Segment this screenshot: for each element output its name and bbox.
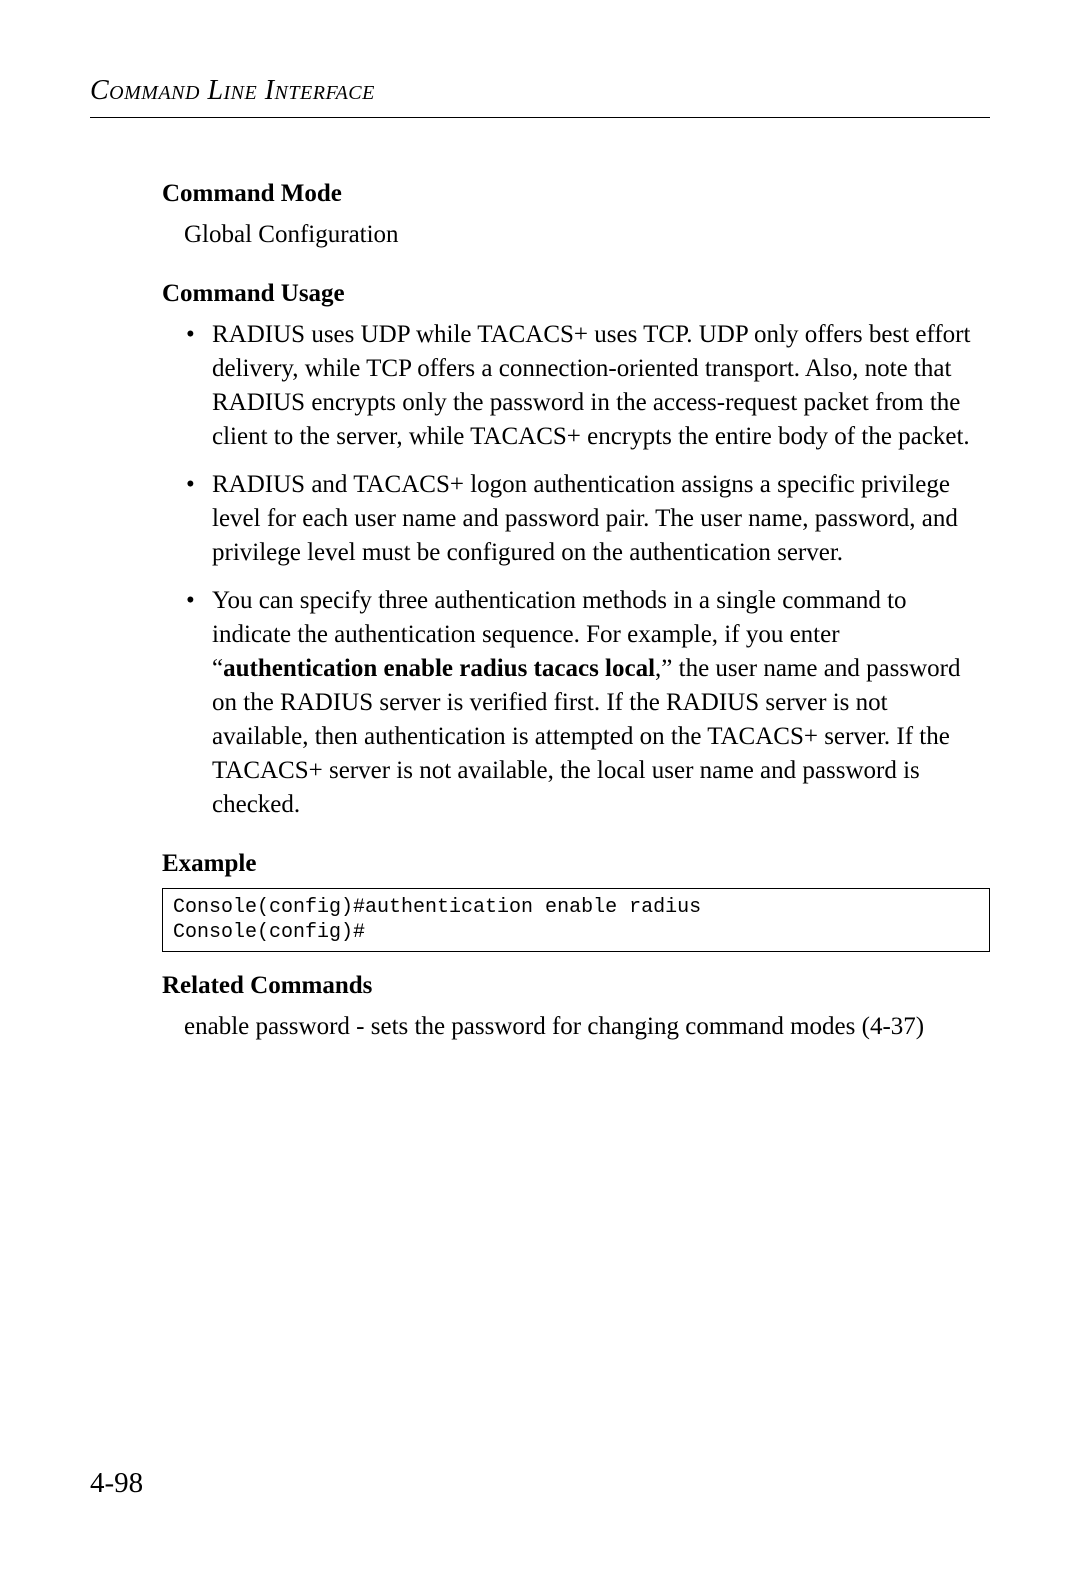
running-header: Command Line Interface xyxy=(90,75,990,107)
command-mode-body: Global Configuration xyxy=(184,218,990,252)
related-commands-heading: Related Commands xyxy=(162,972,990,1000)
page-content: Command Mode Global Configuration Comman… xyxy=(90,180,990,1044)
command-usage-list: RADIUS uses UDP while TACACS+ uses TCP. … xyxy=(162,318,990,822)
command-usage-heading: Command Usage xyxy=(162,280,990,308)
example-code-block: Console(config)#authentication enable ra… xyxy=(162,888,990,952)
usage-bullet-2: RADIUS and TACACS+ logon authentication … xyxy=(184,468,990,570)
header-rule xyxy=(90,117,990,118)
usage-bullet-3: You can specify three authentication met… xyxy=(184,584,990,822)
usage-bullet-1: RADIUS uses UDP while TACACS+ uses TCP. … xyxy=(184,318,990,454)
usage-bullet-3-bold: authentication enable radius tacacs loca… xyxy=(223,655,655,682)
related-commands-body: enable password - sets the password for … xyxy=(184,1010,990,1044)
page-number: 4-98 xyxy=(90,1467,143,1500)
example-heading: Example xyxy=(162,850,990,878)
command-mode-heading: Command Mode xyxy=(162,180,990,208)
page-container: Command Line Interface Command Mode Glob… xyxy=(0,0,1080,1570)
